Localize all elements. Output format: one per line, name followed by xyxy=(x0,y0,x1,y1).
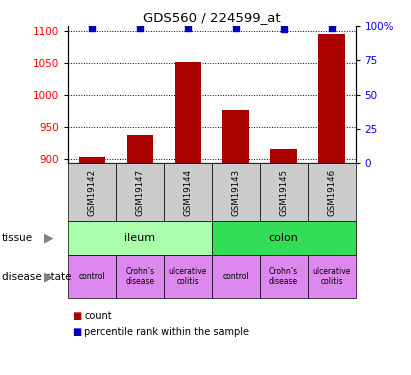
Bar xyxy=(222,110,249,163)
Bar xyxy=(175,62,201,163)
Text: ▶: ▶ xyxy=(44,232,53,244)
Text: Crohn’s
disease: Crohn’s disease xyxy=(125,267,154,286)
Text: disease state: disease state xyxy=(2,272,72,282)
Text: GSM19146: GSM19146 xyxy=(327,169,336,216)
Text: ileum: ileum xyxy=(124,233,155,243)
Bar xyxy=(270,149,297,163)
Text: tissue: tissue xyxy=(2,233,33,243)
Point xyxy=(88,25,95,31)
Text: ulcerative
colitis: ulcerative colitis xyxy=(169,267,207,286)
Text: GSM19144: GSM19144 xyxy=(183,169,192,216)
Bar xyxy=(319,34,345,163)
Title: GDS560 / 224599_at: GDS560 / 224599_at xyxy=(143,11,280,24)
Text: GSM19147: GSM19147 xyxy=(135,169,144,216)
Text: ■: ■ xyxy=(72,311,81,321)
Text: percentile rank within the sample: percentile rank within the sample xyxy=(84,327,249,337)
Text: ■: ■ xyxy=(72,327,81,337)
Text: GSM19145: GSM19145 xyxy=(279,169,288,216)
Text: colon: colon xyxy=(269,233,298,243)
Bar xyxy=(79,157,105,163)
Text: count: count xyxy=(84,311,112,321)
Point xyxy=(136,25,143,31)
Point xyxy=(185,25,191,31)
Text: GSM19142: GSM19142 xyxy=(87,169,96,216)
Bar xyxy=(127,135,153,163)
Text: ulcerative
colitis: ulcerative colitis xyxy=(312,267,351,286)
Text: control: control xyxy=(79,272,105,281)
Text: ▶: ▶ xyxy=(44,270,53,283)
Point xyxy=(280,26,287,32)
Point xyxy=(328,25,335,31)
Text: GSM19143: GSM19143 xyxy=(231,169,240,216)
Point xyxy=(232,25,239,31)
Text: Crohn’s
disease: Crohn’s disease xyxy=(269,267,298,286)
Text: control: control xyxy=(222,272,249,281)
